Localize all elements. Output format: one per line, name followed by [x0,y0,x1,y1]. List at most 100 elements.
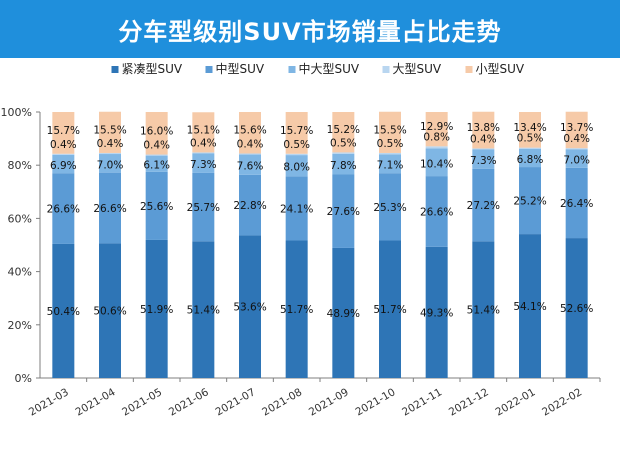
bar-segment [472,149,495,169]
data-label-large: 0.5% [283,139,310,151]
data-label-small: 15.5% [373,124,406,136]
data-label-large: 0.5% [517,133,544,145]
bar-segment [472,111,495,149]
bar-segment [472,168,495,242]
data-label-midlarge: 7.8% [330,160,357,172]
data-label-midsize: 25.6% [140,201,173,213]
bar-segment [99,111,121,153]
bar-segment [52,243,75,378]
y-tick-label: 0% [15,372,32,385]
data-label-compact: 50.4% [47,306,80,318]
data-label-large: 0.5% [377,138,404,150]
data-label-compact: 51.7% [280,304,313,316]
data-label-midlarge: 7.6% [237,161,264,173]
data-label-large: 0.4% [470,133,497,145]
bar-segment [285,240,308,378]
bar-segment [332,247,355,378]
bar-segment [425,146,448,149]
data-label-compact: 49.3% [420,307,453,319]
bar-segment [519,148,541,168]
bar-segment [145,154,168,156]
bar-segment [239,174,261,236]
data-label-midsize: 22.8% [233,200,266,212]
bar-segment [472,241,495,378]
data-label-large: 0.4% [143,140,170,152]
data-label-large: 0.8% [423,131,450,143]
bar-segment [425,246,448,378]
x-tick-label: 2021-05 [120,386,164,418]
data-label-small: 15.6% [233,125,266,137]
bar-segment [425,112,448,147]
stacked-bar-chart: 紧凑型SUV 中型SUV 中大型SUV 大型SUV 小型SUV 0% 20% 40% 60% 80… [1,61,601,419]
data-label-midlarge: 7.3% [190,159,217,171]
y-tick-label: 60% [8,212,32,225]
data-label-small: 15.7% [280,125,313,137]
x-tick-label: 2021-07 [214,386,258,418]
data-label-large: 0.4% [237,138,264,150]
bar-segment [239,153,261,155]
bar-segment [332,112,355,153]
data-label-compact: 52.6% [560,303,593,315]
legend-label-1: 紧凑型SUV [122,62,183,76]
data-label-midsize: 26.6% [47,204,80,216]
x-tick-label: 2021-03 [27,386,71,418]
bar-segment [565,111,588,149]
data-label-midlarge: 7.1% [377,160,404,172]
data-label-midsize: 25.2% [513,196,546,208]
bar-segment [192,112,215,153]
bar-segment [285,153,308,156]
data-label-large: 0.4% [563,133,590,145]
data-label-small: 13.7% [560,122,593,134]
data-label-midsize: 26.6% [93,203,126,215]
bar-segment [565,149,588,168]
data-label-midlarge: 6.9% [50,160,77,172]
bar-segment [145,155,168,172]
bar-segment [99,152,121,155]
bar-segment [52,173,75,244]
data-label-midsize: 25.7% [187,202,220,214]
bar-segment [52,153,75,155]
y-tick-label: 20% [8,319,32,332]
x-tick-label: 2021-06 [167,386,211,418]
data-label-small: 16.0% [140,125,173,137]
x-tick-label: 2021-10 [354,386,398,418]
bar-segment [192,241,215,378]
x-tick-label: 2021-09 [307,386,351,418]
bar-segment [379,240,401,378]
bar-segment [379,154,401,174]
legend-swatch-2 [205,66,213,73]
data-label-compact: 51.4% [467,305,500,317]
y-tick-label: 80% [8,159,32,172]
x-tick-label: 2021-11 [400,386,444,418]
legend-label-3: 中大型SUV [299,61,360,76]
legend-label-2: 中型SUV [216,61,265,76]
bar-segment [379,152,401,155]
bar-segment [285,112,308,154]
data-label-small: 15.7% [47,125,80,137]
data-label-midsize: 26.4% [560,198,593,210]
bar-segment [285,176,308,241]
x-tick-label: 2021-04 [74,386,118,418]
chart-title-bar: 分车型级别SUV市场销量占比走势 [0,0,620,58]
chart-area: 紧凑型SUV 中型SUV 中大型SUV 大型SUV 小型SUV 0% 20% 40% 60% 80… [0,58,620,465]
bar-segment [379,111,401,153]
bar-segment [52,112,75,154]
data-label-small: 15.2% [327,124,360,136]
bar-segment [519,112,541,148]
bar-segment [332,153,355,175]
bar-segment [99,154,121,173]
chart-title: 分车型级别SUV市场销量占比走势 [118,17,502,46]
legend-label-5: 小型SUV [476,62,525,76]
y-tick-label: 100% [1,106,32,119]
data-label-midsize: 25.3% [373,202,406,214]
data-label-midlarge: 8.0% [283,162,310,174]
data-label-midlarge: 7.0% [563,155,590,167]
data-label-small: 13.4% [513,122,546,134]
data-label-compact: 54.1% [513,301,546,313]
bar-segment [52,154,75,174]
data-label-midlarge: 7.3% [470,155,497,167]
data-label-compact: 50.6% [93,306,126,318]
bar-segment [145,112,168,155]
data-label-small: 13.8% [467,122,500,134]
bar-segment [425,148,448,177]
